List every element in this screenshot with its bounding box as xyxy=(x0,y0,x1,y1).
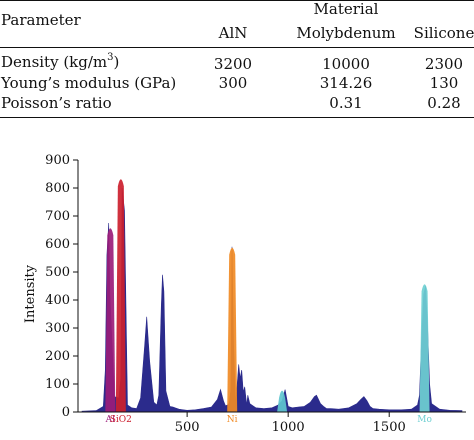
table-bottom-rule xyxy=(0,117,474,118)
y-tick-label: 200 xyxy=(45,349,70,364)
spectrum-chart: 0 100 200 300 400 500 600 700 800 900 500 1000 1500… xyxy=(0,150,474,440)
density-label-superscript: 3 xyxy=(107,52,114,63)
element-marker-label: SiO2 xyxy=(110,415,132,425)
table-cell-density-silicone: 2300 xyxy=(424,55,464,73)
density-label-tail: ) xyxy=(113,53,120,71)
x-tick-label: 1500 xyxy=(373,420,406,435)
y-tick-label: 800 xyxy=(45,181,70,196)
element-marker-label: Al xyxy=(105,415,115,425)
spectrum-chart-svg: 0 100 200 300 400 500 600 700 800 900 500 1000 1500… xyxy=(23,153,466,435)
element-marker-label: Ni xyxy=(227,415,238,425)
table-row-label-poissons-ratio: Poisson’s ratio xyxy=(1,94,112,112)
x-tick-label: 1000 xyxy=(272,420,305,435)
element-marker-peak xyxy=(105,228,116,412)
y-tick-label: 900 xyxy=(45,153,70,168)
y-tick-label: 400 xyxy=(45,293,70,308)
x-tick-label: 500 xyxy=(175,420,200,435)
density-label-text: Density (kg/m xyxy=(1,53,108,71)
y-tick-label: 300 xyxy=(45,321,70,336)
table-cell-density-molybdenum: 10000 xyxy=(322,55,370,73)
axes-group xyxy=(77,160,466,413)
y-tick-label: 600 xyxy=(45,237,70,252)
x-ticks-group: 500 1000 1500 xyxy=(175,412,406,435)
table-cell-poisson-silicone: 0.28 xyxy=(427,94,461,112)
element-marker-peak xyxy=(227,247,238,412)
y-tick-label: 100 xyxy=(45,377,70,392)
table-col-silicone: Silicone xyxy=(413,24,474,42)
element-marker-peak xyxy=(115,179,126,412)
spectrum-area-group xyxy=(81,187,463,413)
spectrum-area xyxy=(81,187,463,413)
table-header-rule xyxy=(0,47,474,48)
table-cell-youngs-molybdenum: 314.26 xyxy=(319,74,373,92)
table-cell-density-aln: 3200 xyxy=(213,55,253,73)
element-marker-peak xyxy=(419,284,430,412)
element-marker-group xyxy=(105,179,430,412)
table-cell-youngs-aln: 300 xyxy=(218,74,248,92)
table-top-rule xyxy=(0,0,474,1)
table-cell-poisson-molybdenum: 0.31 xyxy=(329,94,363,112)
element-marker-peak xyxy=(277,390,288,412)
element-marker-label: Mo xyxy=(417,415,432,425)
y-tick-label: 700 xyxy=(45,209,70,224)
y-tick-label: 500 xyxy=(45,265,70,280)
material-properties-table: Parameter Material AlN Molybdenum Silico… xyxy=(0,0,474,122)
y-axis-title: Intensity xyxy=(23,264,38,323)
table-cell-youngs-silicone: 130 xyxy=(429,74,459,92)
table-row-label-density: Density (kg/m3) xyxy=(1,52,120,72)
table-row-label-youngs-modulus: Young’s modulus (GPa) xyxy=(1,74,177,92)
table-col-aln: AlN xyxy=(218,24,248,42)
y-ticks-group: 0 100 200 300 400 500 600 700 800 900 xyxy=(45,153,78,420)
table-header-material: Material xyxy=(313,0,379,18)
table-col-molybdenum: Molybdenum xyxy=(296,24,396,42)
table-header-parameter: Parameter xyxy=(1,11,81,29)
y-tick-label: 0 xyxy=(62,405,70,420)
